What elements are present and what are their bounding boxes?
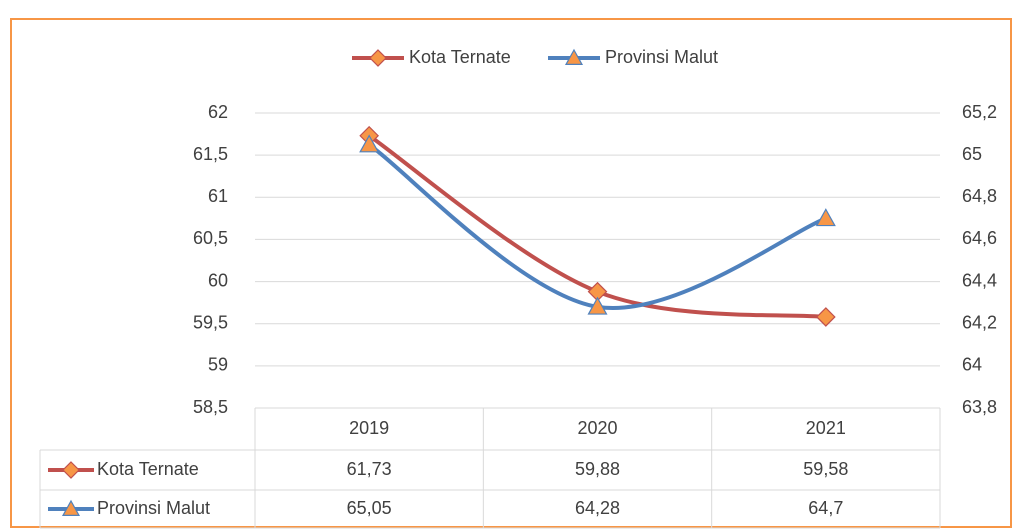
triangle-marker <box>587 296 608 315</box>
table-cell: 59,88 <box>575 459 620 479</box>
y2-tick-label: 64,2 <box>962 312 997 332</box>
table-cell: 61,73 <box>347 459 392 479</box>
diamond-marker <box>815 307 836 327</box>
triangle-marker <box>61 499 81 516</box>
triangle-marker <box>815 208 836 227</box>
y2-tick-label: 65,2 <box>962 102 997 122</box>
chart-frame <box>10 18 1012 528</box>
diamond-marker <box>369 49 387 67</box>
table-cell: 59,58 <box>803 459 848 479</box>
table-row-label: Provinsi Malut <box>97 498 210 518</box>
y2-tick-label: 64,6 <box>962 228 997 248</box>
x-tick-label: 2021 <box>806 418 846 438</box>
table-row-label: Kota Ternate <box>97 459 199 479</box>
y-tick-label: 60,5 <box>193 228 228 248</box>
y-tick-label: 61 <box>208 186 228 206</box>
y-tick-label: 58,5 <box>193 397 228 417</box>
diamond-marker <box>62 461 80 479</box>
y2-tick-label: 64,8 <box>962 186 997 206</box>
triangle-marker <box>564 48 584 65</box>
y-tick-label: 61,5 <box>193 144 228 164</box>
triangle-marker <box>359 134 380 153</box>
y2-tick-label: 64,4 <box>962 270 997 290</box>
x-tick-label: 2019 <box>349 418 389 438</box>
legend-label: Provinsi Malut <box>605 47 718 67</box>
y-tick-label: 59 <box>208 355 228 375</box>
table-cell: 64,7 <box>808 498 843 518</box>
y2-tick-label: 65 <box>962 144 982 164</box>
y2-tick-label: 63,8 <box>962 397 997 417</box>
y-tick-label: 59,5 <box>193 312 228 332</box>
legend-label: Kota Ternate <box>409 47 511 67</box>
y-tick-label: 62 <box>208 102 228 122</box>
y-tick-label: 60 <box>208 270 228 290</box>
x-tick-label: 2020 <box>577 418 617 438</box>
table-cell: 64,28 <box>575 498 620 518</box>
y2-tick-label: 64 <box>962 355 982 375</box>
table-cell: 65,05 <box>347 498 392 518</box>
